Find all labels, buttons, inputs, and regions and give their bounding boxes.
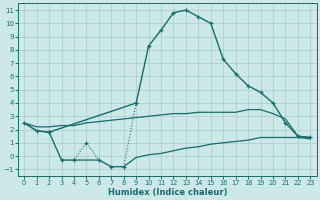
X-axis label: Humidex (Indice chaleur): Humidex (Indice chaleur) <box>108 188 227 197</box>
